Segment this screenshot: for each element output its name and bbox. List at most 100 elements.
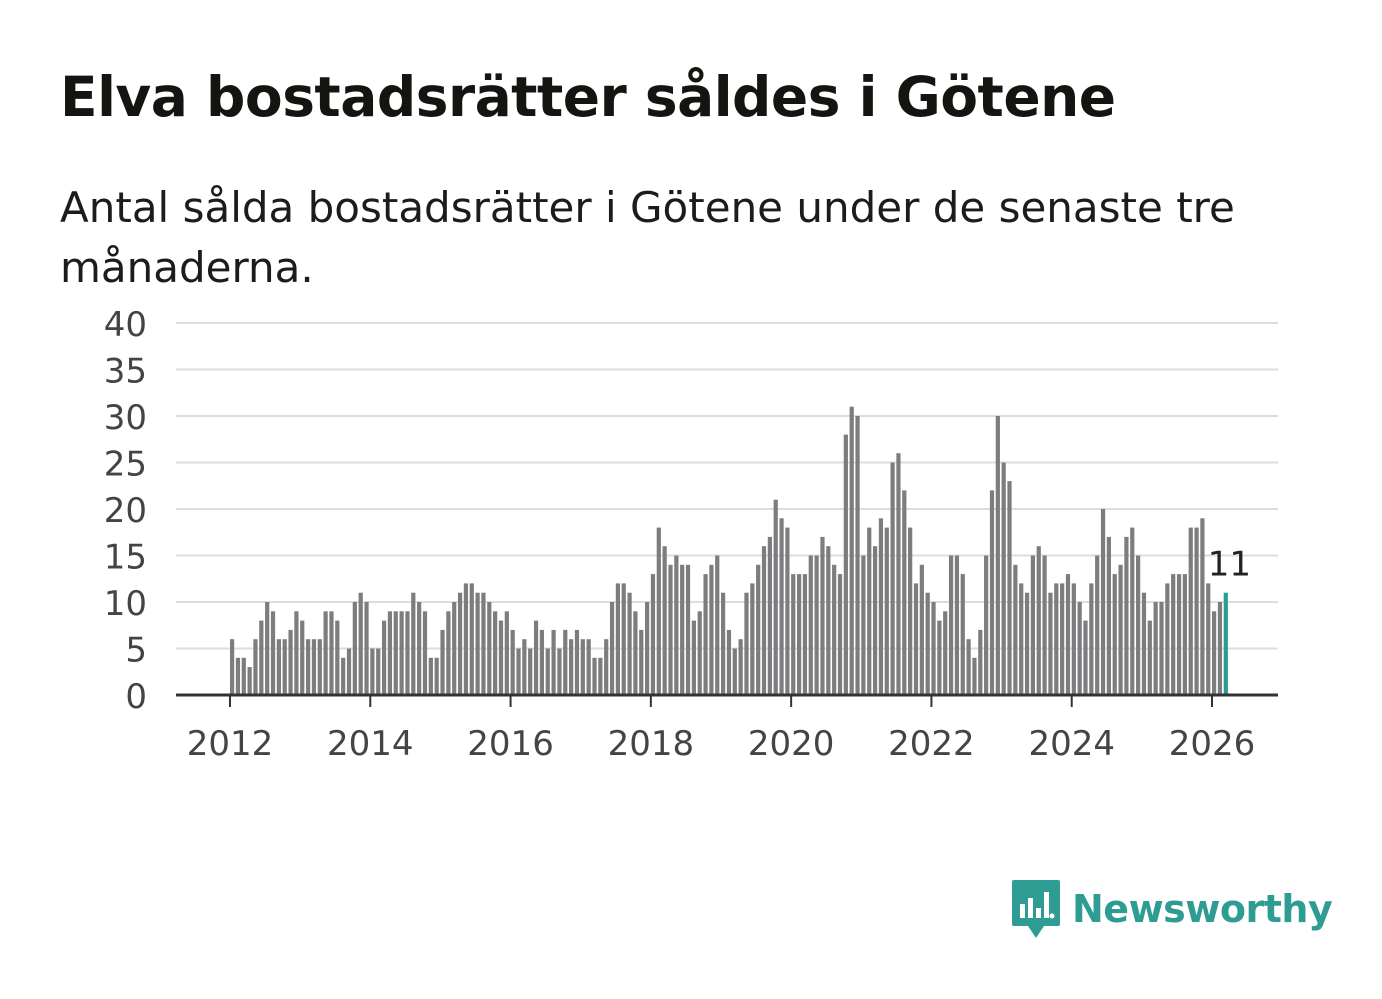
bar (1112, 574, 1117, 695)
bar (1147, 620, 1152, 695)
bar (1001, 462, 1006, 695)
bar (446, 611, 451, 695)
bar (317, 639, 322, 695)
bar (247, 667, 252, 695)
bar (1089, 583, 1094, 695)
bar (329, 611, 334, 695)
bar (1194, 527, 1199, 695)
bar (539, 629, 545, 695)
bar (253, 639, 258, 695)
bar (937, 620, 942, 695)
bar (1106, 536, 1111, 695)
bar (1206, 583, 1211, 695)
bar (925, 592, 930, 695)
bar (346, 648, 352, 695)
bar (691, 620, 696, 695)
bar (434, 657, 439, 695)
bar (645, 602, 650, 695)
bar (381, 620, 387, 695)
bar (352, 602, 357, 695)
y-tick-label: 0 (125, 677, 147, 717)
bar (966, 639, 971, 695)
bar (422, 611, 428, 695)
bar (551, 629, 556, 695)
bar (1077, 602, 1082, 695)
bar (1095, 555, 1100, 695)
bar (1083, 620, 1088, 695)
bar (943, 611, 948, 695)
bar (913, 583, 919, 695)
bar (791, 574, 796, 695)
bar (376, 648, 381, 695)
bar (785, 527, 790, 695)
bar (393, 611, 398, 695)
bar (843, 434, 848, 695)
bar (1136, 555, 1141, 695)
bar (417, 602, 422, 695)
bar (908, 527, 913, 695)
bar (656, 527, 661, 695)
bar (592, 657, 597, 695)
bar (387, 611, 393, 695)
bar (960, 574, 965, 695)
bar (744, 592, 749, 695)
y-tick-label: 25 (104, 445, 147, 485)
bar (405, 611, 410, 695)
bar (627, 592, 632, 695)
bar (1060, 583, 1065, 695)
bar (1182, 574, 1187, 695)
bar (1124, 536, 1129, 695)
bar (995, 416, 1000, 695)
bar (1188, 527, 1193, 695)
bar (779, 518, 784, 695)
bar (1036, 546, 1041, 695)
bar (528, 648, 533, 695)
bar (650, 574, 656, 695)
bar (721, 592, 726, 695)
bar (680, 564, 685, 695)
bar (569, 639, 574, 695)
bar (697, 611, 702, 695)
bar (574, 629, 580, 695)
bar (808, 555, 813, 695)
bar (586, 639, 591, 695)
bar (867, 527, 872, 695)
x-tick-label: 2014 (327, 724, 414, 764)
y-tick-label: 10 (104, 584, 147, 624)
bar (1217, 602, 1223, 695)
bar (726, 629, 732, 695)
bar (457, 592, 463, 695)
bar (358, 592, 363, 695)
bar (305, 639, 311, 695)
bar (1159, 602, 1164, 695)
bar (972, 657, 977, 695)
bar (428, 657, 433, 695)
bar (1071, 583, 1076, 695)
bar (1019, 583, 1024, 695)
bar (1048, 592, 1053, 695)
bar (265, 602, 270, 695)
bar (335, 620, 340, 695)
bar (756, 564, 761, 695)
bar (1030, 555, 1036, 695)
x-tick-label: 2026 (1169, 724, 1256, 764)
bar (773, 499, 778, 695)
brand-logo[interactable]: Newsworthy (1010, 878, 1333, 940)
y-tick-label: 40 (104, 305, 147, 345)
x-tick-label: 2022 (888, 724, 975, 764)
bar (615, 583, 620, 695)
bar (533, 620, 539, 695)
x-tick-label: 2012 (187, 724, 274, 764)
bar (288, 629, 293, 695)
bar (300, 620, 305, 695)
x-tick-label: 2024 (1028, 724, 1115, 764)
bar (463, 583, 469, 695)
bar (674, 555, 679, 695)
bar (1171, 574, 1176, 695)
bar (948, 555, 954, 695)
bar (1118, 564, 1123, 695)
bar (1013, 564, 1018, 695)
bar (341, 657, 346, 695)
bar (1007, 481, 1012, 695)
